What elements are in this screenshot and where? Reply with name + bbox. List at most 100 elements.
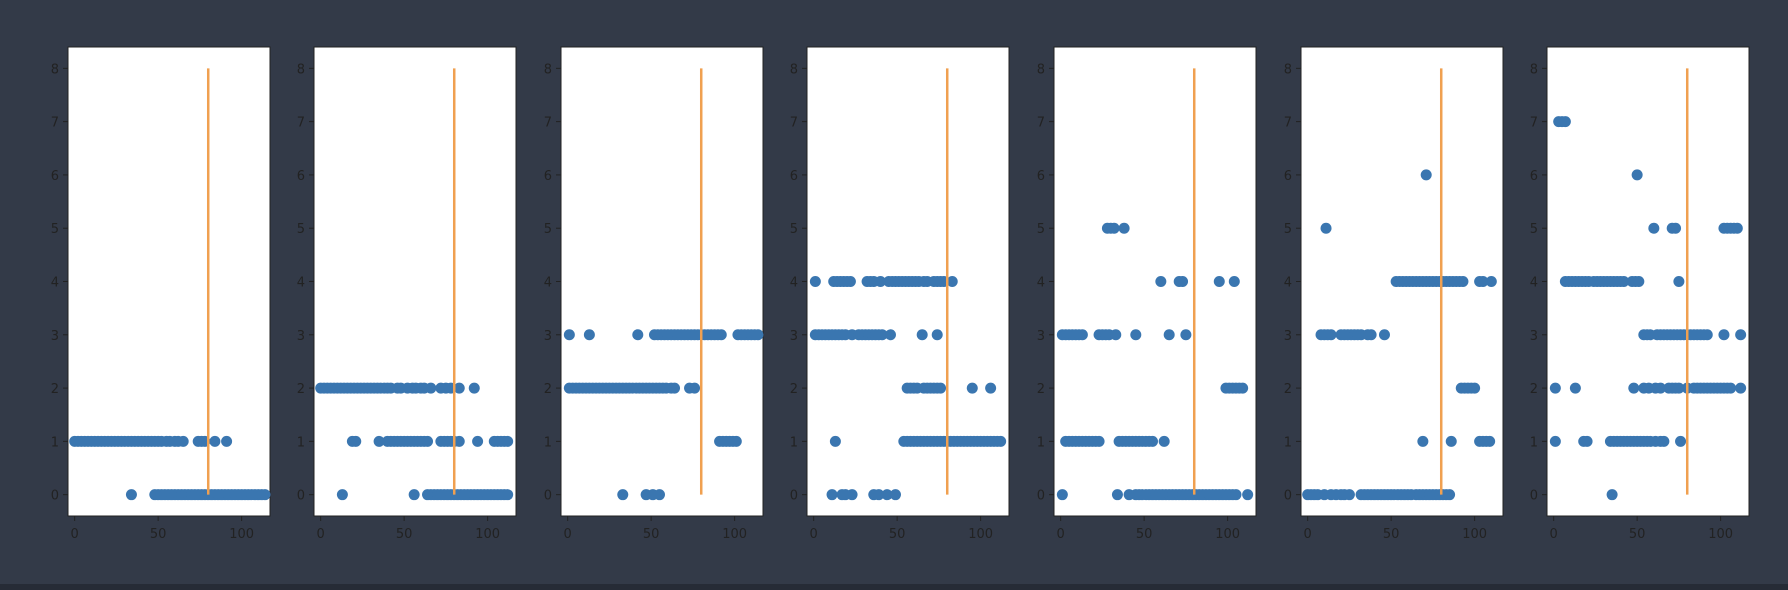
y-tick-label: 6 — [1037, 169, 1045, 184]
y-tick-label: 8 — [297, 62, 305, 77]
x-tick-label: 0 — [564, 527, 572, 542]
scatter-point — [1718, 329, 1730, 341]
scatter-point — [1549, 435, 1561, 447]
y-tick-label: 1 — [544, 435, 552, 450]
scatter-point — [583, 329, 595, 341]
scatter-point — [502, 489, 514, 501]
scatter-point — [453, 435, 465, 447]
scatter-point — [1242, 489, 1254, 501]
scatter-point — [373, 435, 385, 447]
y-tick-label: 5 — [544, 222, 552, 237]
scatter-point — [632, 329, 644, 341]
scatter-point — [1445, 435, 1457, 447]
y-tick-label: 0 — [544, 489, 552, 504]
y-tick-label: 5 — [51, 222, 59, 237]
subplot-7: 0 1 2 3 4 5 6 7 8 0 50 100 — [1530, 46, 1750, 542]
x-tick-label: 0 — [317, 527, 325, 542]
scatter-point — [669, 382, 681, 394]
scatter-point — [1477, 276, 1489, 287]
scatter-point — [1673, 382, 1685, 394]
y-tick-label: 0 — [1037, 489, 1045, 504]
y-tick-label: 1 — [790, 435, 798, 450]
scatter-point — [1457, 276, 1469, 287]
scatter-point — [177, 435, 189, 447]
subplot-6: 0 1 2 3 4 5 6 7 8 0 50 100 — [1284, 46, 1504, 542]
scatter-point — [1631, 169, 1643, 181]
x-tick-label: 0 — [810, 527, 818, 542]
scatter-point — [1633, 276, 1645, 287]
x-tick-label: 100 — [722, 527, 747, 542]
scatter-point — [1628, 382, 1640, 394]
scatter-point — [1655, 382, 1667, 394]
y-tick-label: 2 — [544, 382, 552, 397]
subplot-4: 0 1 2 3 4 5 6 7 8 0 50 100 — [790, 46, 1010, 542]
y-tick-label: 0 — [51, 489, 59, 504]
subplot-5: 0 1 2 3 4 5 6 7 8 0 50 100 — [1037, 46, 1257, 542]
scatter-point — [1118, 222, 1130, 234]
bottom-strip — [0, 584, 1788, 590]
y-tick-label: 3 — [544, 329, 552, 344]
scatter-point — [1076, 329, 1088, 341]
scatter-point — [829, 435, 841, 447]
scatter-point — [916, 329, 928, 341]
scatter-point — [752, 329, 764, 341]
scatter-point — [826, 489, 838, 501]
y-tick-label: 1 — [1284, 435, 1292, 450]
scatter-point — [881, 489, 893, 501]
scatter-point — [1606, 489, 1618, 501]
scatter-point — [1228, 276, 1240, 287]
scatter-point — [1618, 276, 1630, 287]
y-tick-label: 3 — [297, 329, 305, 344]
scatter-point — [1725, 382, 1737, 394]
scatter-point — [350, 435, 362, 447]
scatter-point — [1230, 489, 1242, 501]
scatter-point — [874, 276, 886, 287]
scatter-point — [1701, 329, 1713, 341]
scatter-point — [1130, 329, 1142, 341]
scatter-point — [617, 489, 629, 501]
scatter-point — [1093, 435, 1105, 447]
scatter-point — [985, 382, 997, 394]
scatter-point — [1735, 382, 1747, 394]
y-tick-label: 2 — [790, 382, 798, 397]
scatter-point — [468, 382, 480, 394]
scatter-point — [873, 489, 885, 501]
y-tick-label: 1 — [1037, 435, 1045, 450]
scatter-point — [846, 489, 858, 501]
scatter-point — [563, 329, 575, 341]
scatter-point — [1056, 489, 1068, 501]
y-tick-label: 5 — [297, 222, 305, 237]
y-tick-label: 5 — [790, 222, 798, 237]
y-tick-label: 1 — [51, 435, 59, 450]
scatter-point — [1731, 222, 1743, 234]
scatter-point — [931, 329, 943, 341]
y-tick-label: 8 — [790, 62, 798, 77]
y-tick-label: 8 — [51, 62, 59, 77]
y-tick-label: 2 — [51, 382, 59, 397]
x-tick-label: 50 — [1383, 527, 1400, 542]
scatter-point — [1213, 276, 1225, 287]
x-tick-label: 50 — [1136, 527, 1153, 542]
y-tick-label: 0 — [1284, 489, 1292, 504]
scatter-point — [884, 329, 896, 341]
y-tick-label: 4 — [51, 276, 59, 291]
y-tick-label: 7 — [51, 116, 59, 131]
x-tick-label: 50 — [643, 527, 660, 542]
scatter-point — [809, 276, 821, 287]
y-tick-label: 7 — [1284, 116, 1292, 131]
scatter-point — [221, 435, 233, 447]
x-tick-label: 100 — [229, 527, 254, 542]
subplot-1: 0 1 2 3 4 5 6 7 8 0 50 100 — [51, 46, 271, 542]
y-tick-label: 3 — [790, 329, 798, 344]
scatter-point — [209, 435, 221, 447]
y-tick-label: 6 — [1284, 169, 1292, 184]
scatter-point — [472, 435, 484, 447]
scatter-point — [1549, 382, 1561, 394]
scatter-point — [502, 435, 514, 447]
y-tick-label: 6 — [790, 169, 798, 184]
y-tick-label: 2 — [1284, 382, 1292, 397]
y-tick-label: 2 — [297, 382, 305, 397]
scatter-point — [935, 382, 947, 394]
subplot-2: 0 1 2 3 4 5 6 7 8 0 50 100 — [297, 46, 517, 542]
